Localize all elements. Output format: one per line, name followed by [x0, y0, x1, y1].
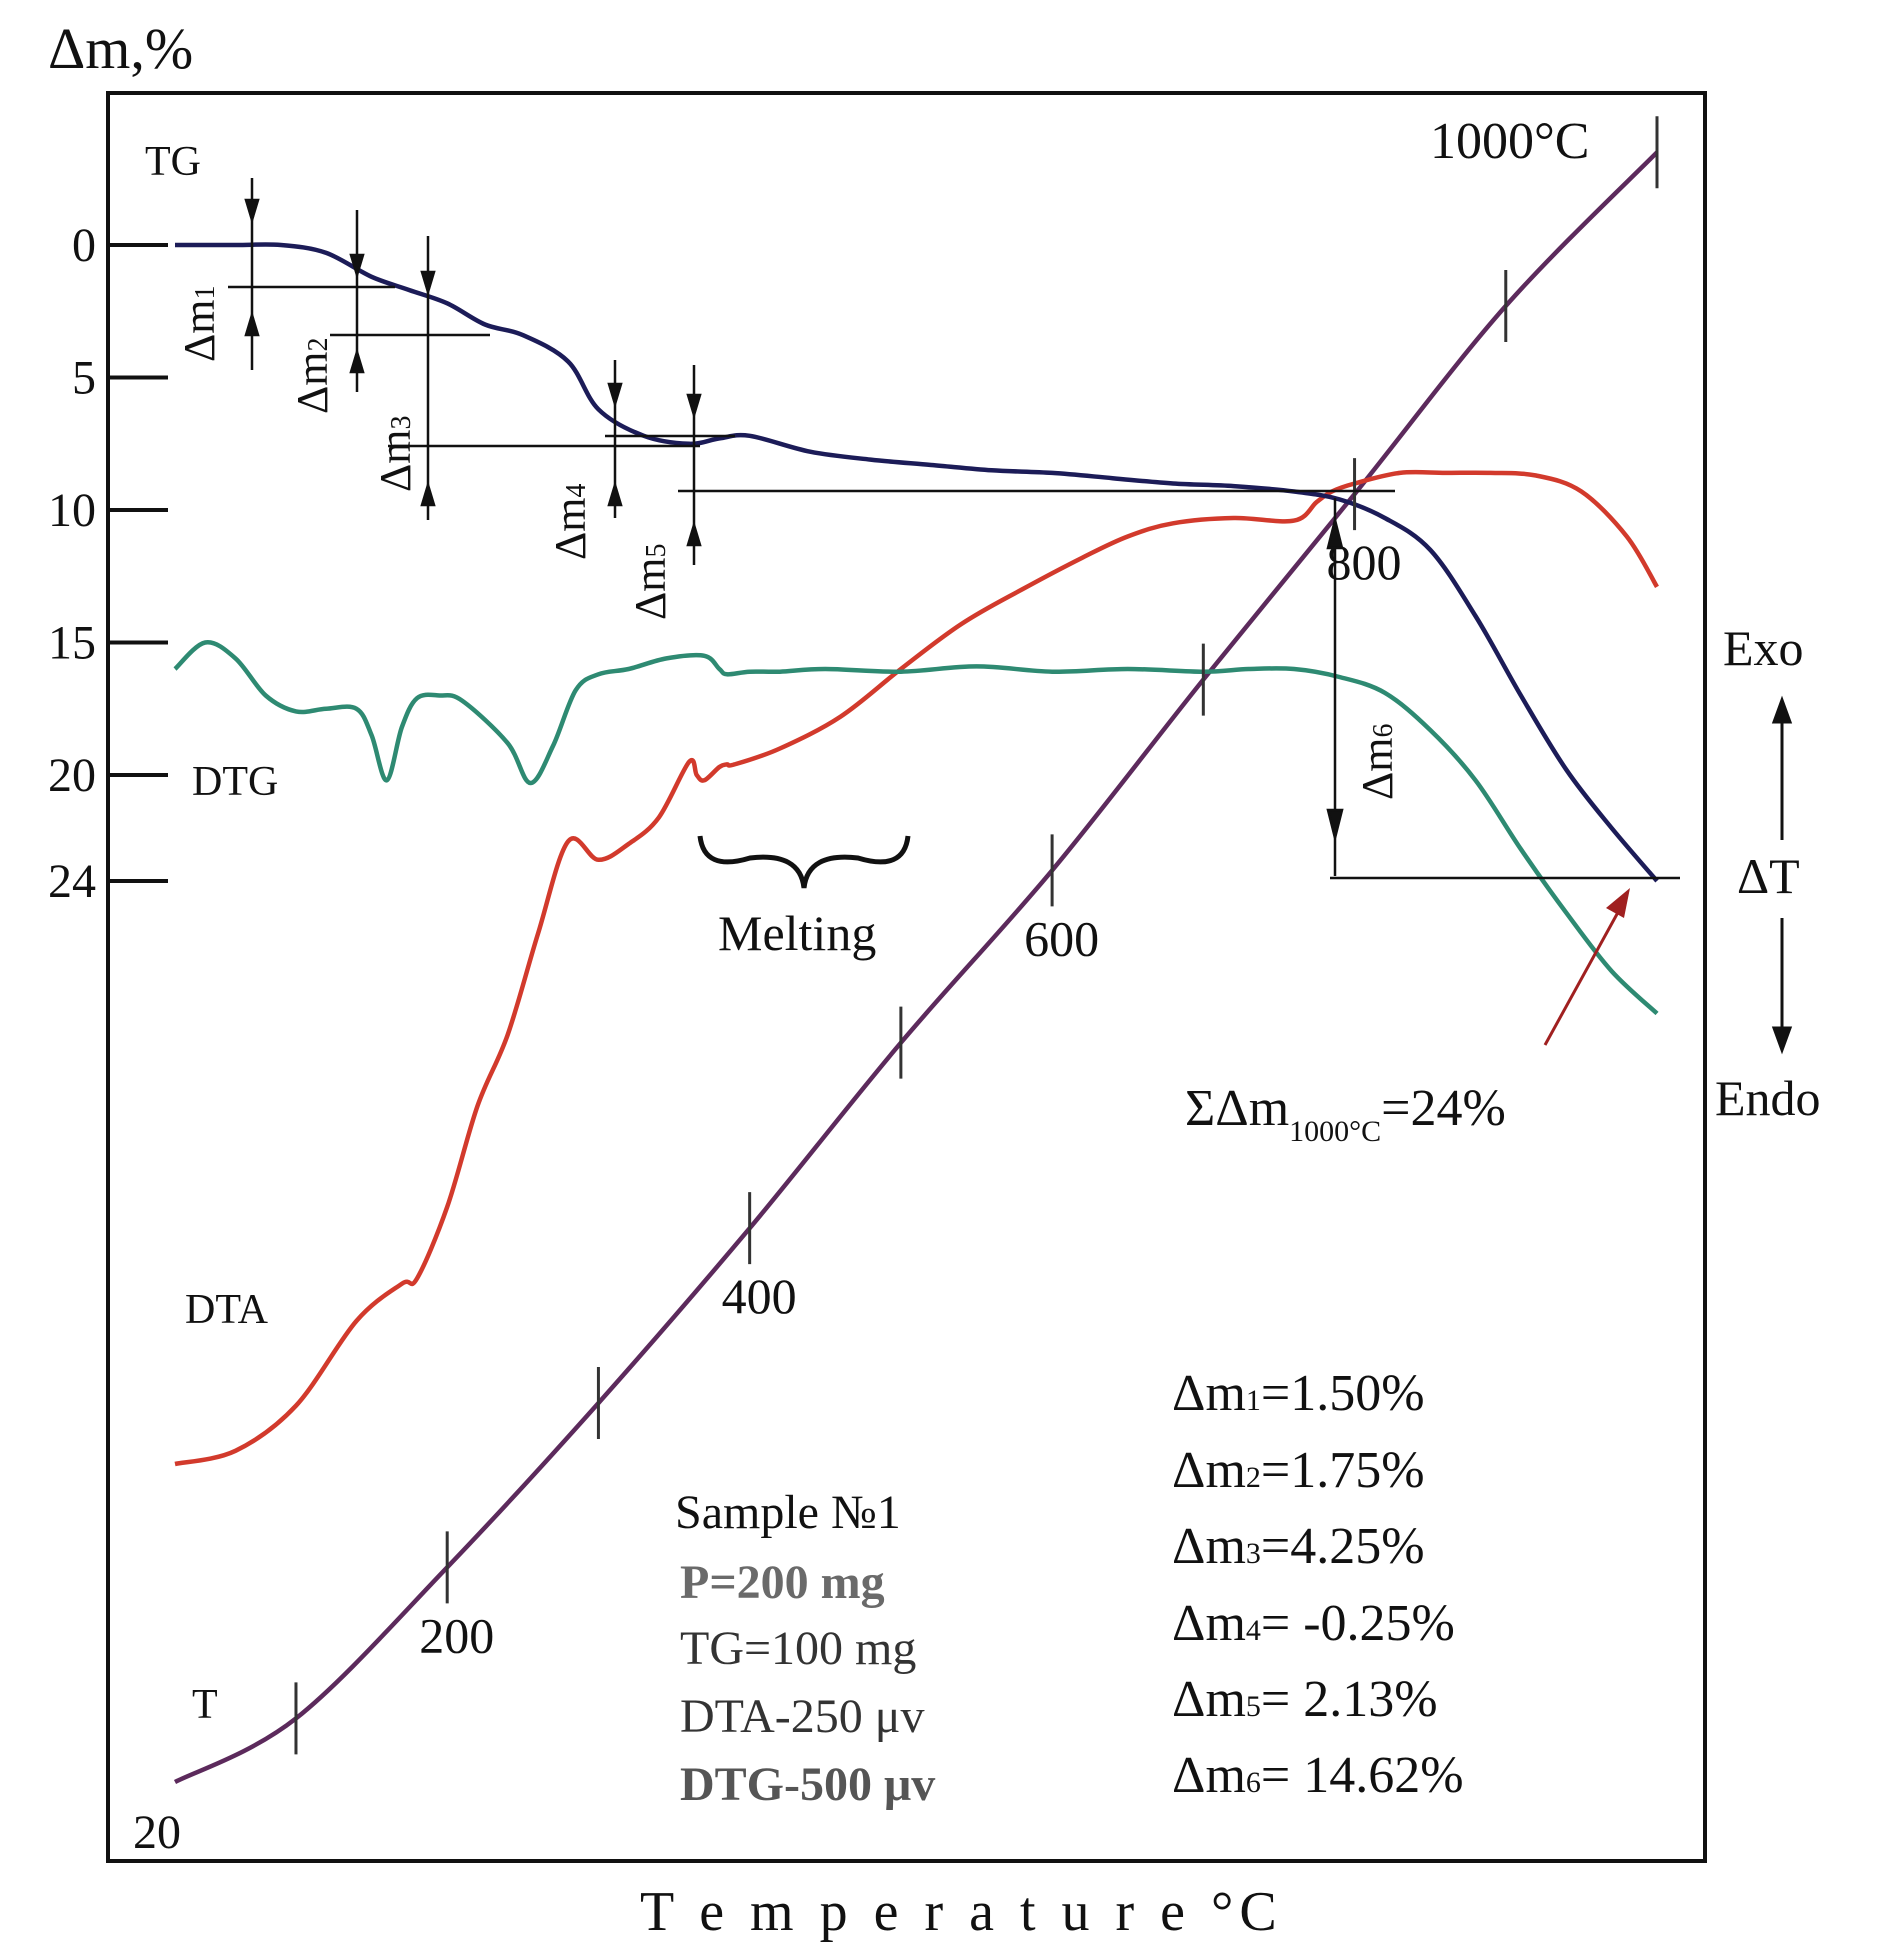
series-tg-curve — [175, 242, 1659, 883]
series-dtg-curve — [173, 640, 1659, 1016]
exo-endo-arrows — [1771, 695, 1793, 1055]
dm2-arrow-up — [349, 347, 365, 374]
sample-info-line-3: TG=100 mg — [680, 1622, 916, 1675]
mass-loss-list: Δm1=1.50% Δm2=1.75% Δm3=4.25% Δm4= -0.25… — [1172, 1365, 1464, 1804]
series-t-curve — [173, 150, 1659, 1784]
dm4-label: Δm4 — [546, 483, 595, 560]
curves — [173, 150, 1659, 1784]
series-label-dta: DTA — [185, 1287, 269, 1333]
dm-construction-lines — [228, 285, 1680, 880]
sample-info-line-5: DTG-500 μv — [680, 1758, 935, 1811]
plot-frame — [106, 91, 1707, 1863]
series-label-t: T — [192, 1682, 218, 1728]
dm5-arrow-down — [686, 393, 702, 420]
dm1-label: Δm1 — [175, 285, 224, 362]
sample-info: Sample №1 P=200 mg TG=100 mg DTA-250 μv … — [675, 1486, 935, 1811]
sample-info-line-2: P=200 mg — [680, 1556, 885, 1609]
sum-pointer-arrow-head — [1606, 888, 1630, 918]
dm3-arrow-up — [420, 480, 436, 507]
y-tick-label-15: 15 — [48, 617, 96, 670]
y-tick-label-5: 5 — [72, 352, 96, 405]
mass-loss-4: Δm4= -0.25% — [1172, 1595, 1455, 1652]
mass-loss-1: Δm1=1.50% — [1172, 1365, 1425, 1422]
exo-label: Exo — [1723, 620, 1804, 676]
dm5-arrow-up — [686, 520, 702, 547]
mass-loss-6: Δm6= 14.62% — [1172, 1747, 1464, 1804]
y-axis-title: Δm,% — [48, 16, 193, 81]
endo-label: Endo — [1715, 1070, 1821, 1126]
series-dta-curve — [174, 469, 1659, 1467]
exo-arrow-head — [1771, 695, 1793, 724]
dm6-arrow-up — [1326, 519, 1344, 550]
sample-info-line-4: DTA-250 μv — [680, 1690, 925, 1743]
sum-mass-loss-label: ΣΔm1000°C=24% — [1185, 1080, 1506, 1148]
melting-label: Melting — [718, 905, 876, 961]
y-tick-label-24: 24 — [48, 855, 96, 908]
sample-info-line-1: Sample №1 — [675, 1486, 901, 1539]
dm4-arrow-down — [607, 382, 623, 409]
dm4-arrow-up — [607, 480, 623, 507]
dm-arrows — [244, 178, 1344, 876]
t-tick-label-600: 600 — [1024, 910, 1099, 966]
delta-t-label: ΔT — [1737, 848, 1800, 904]
series-label-tg: TG — [145, 139, 201, 185]
t-tick-label-400: 400 — [722, 1268, 797, 1324]
x-start-label: 20 — [133, 1806, 181, 1859]
melting-brace — [697, 835, 911, 889]
mass-loss-2: Δm2=1.75% — [1172, 1442, 1425, 1499]
y-tick-label-20: 20 — [48, 749, 96, 802]
dm1-arrow-down — [244, 198, 260, 225]
dm5-label: Δm5 — [626, 543, 675, 620]
t-tick-label-200: 200 — [419, 1607, 494, 1663]
mass-loss-5: Δm5= 2.13% — [1172, 1671, 1438, 1728]
dm2-label: Δm2 — [288, 337, 337, 414]
endo-arrow-head — [1771, 1026, 1793, 1055]
dm2-arrow-down — [349, 253, 365, 280]
dm6-arrow-down — [1326, 808, 1344, 839]
y-tick-label-10: 10 — [48, 484, 96, 537]
dm6-label: Δm6 — [1353, 723, 1402, 800]
series-label-dtg: DTG — [192, 759, 278, 805]
x-axis-title: T e m p e r a t u r e °C — [640, 1881, 1283, 1943]
dm1-arrow-up — [244, 310, 260, 337]
dm3-arrow-down — [420, 270, 436, 297]
dm-rotated-labels: Δm1 Δm2 Δm3 Δm4 Δm5 Δm6 — [175, 285, 1402, 800]
dm3-label: Δm3 — [371, 415, 420, 492]
x-end-label: 1000°C — [1430, 113, 1589, 170]
mass-loss-3: Δm3=4.25% — [1172, 1518, 1425, 1575]
y-tick-label-0: 0 — [72, 219, 96, 272]
y-axis-ticks: 0 5 10 15 20 24 — [48, 219, 168, 908]
sum-pointer-arrow-line — [1543, 904, 1624, 1046]
